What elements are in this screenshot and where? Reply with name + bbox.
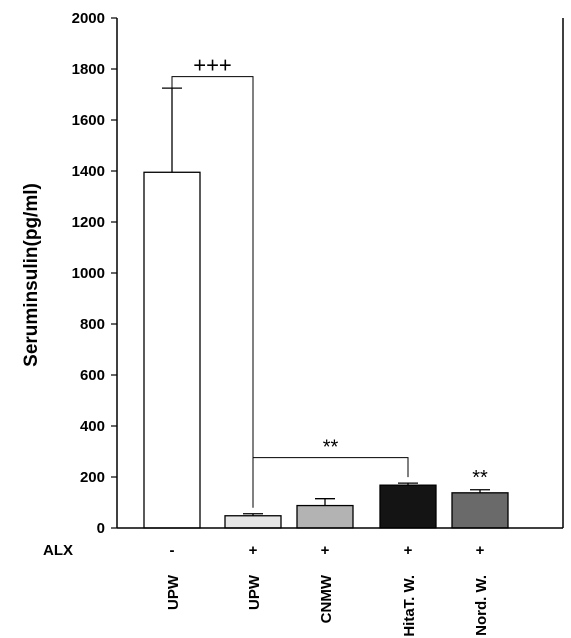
category-label-1: UPW (246, 574, 263, 610)
bar-4 (451, 492, 509, 529)
axes (116, 18, 564, 529)
annotation-label-0: +++ (193, 53, 232, 78)
alx-row-label: ALX (43, 542, 73, 559)
alx-value-4: + (476, 542, 485, 559)
y-tick-label-5: 1000 (72, 265, 105, 282)
y-tick-label-10: 2000 (72, 10, 105, 27)
y-tick-label-6: 1200 (72, 214, 105, 231)
y-tick-label-1: 200 (80, 469, 105, 486)
bracket-0 (171, 76, 254, 508)
category-label-0: UPW (165, 574, 182, 610)
significance-annotations: +++ ** ** (171, 53, 488, 508)
bar-1 (224, 515, 282, 529)
bars (143, 171, 509, 529)
alx-value-0: - (170, 542, 175, 559)
y-tick-label-9: 1800 (72, 61, 105, 78)
x-axis-category-labels: - + + + + UPW UPW CNMW HitaT. W. Nord. W. (165, 542, 490, 637)
y-tick-label-0: 0 (97, 520, 105, 537)
category-label-2: CNMW (318, 574, 335, 623)
bar-0 (143, 171, 201, 529)
alx-value-1: + (249, 542, 258, 559)
annotation-label-2: ** (472, 467, 488, 489)
alx-value-2: + (321, 542, 330, 559)
alx-value-3: + (404, 542, 413, 559)
category-label-4: Nord. W. (473, 575, 490, 636)
y-tick-label-2: 400 (80, 418, 105, 435)
y-tick-label-7: 1400 (72, 163, 105, 180)
annotation-label-1: ** (323, 437, 339, 459)
bracket-1 (252, 457, 409, 478)
y-tick-label-3: 600 (80, 367, 105, 384)
bar-3 (379, 484, 437, 529)
y-tick-label-8: 1600 (72, 112, 105, 129)
y-tick-label-4: 800 (80, 316, 105, 333)
y-axis-label: Seruminsulin(pg/ml) (21, 183, 42, 367)
category-label-3: HitaT. W. (401, 575, 418, 637)
y-axis-ticks: 0 200 400 600 800 1000 1200 1400 1600 1800 2000 (72, 10, 117, 537)
bar-2 (296, 504, 354, 529)
